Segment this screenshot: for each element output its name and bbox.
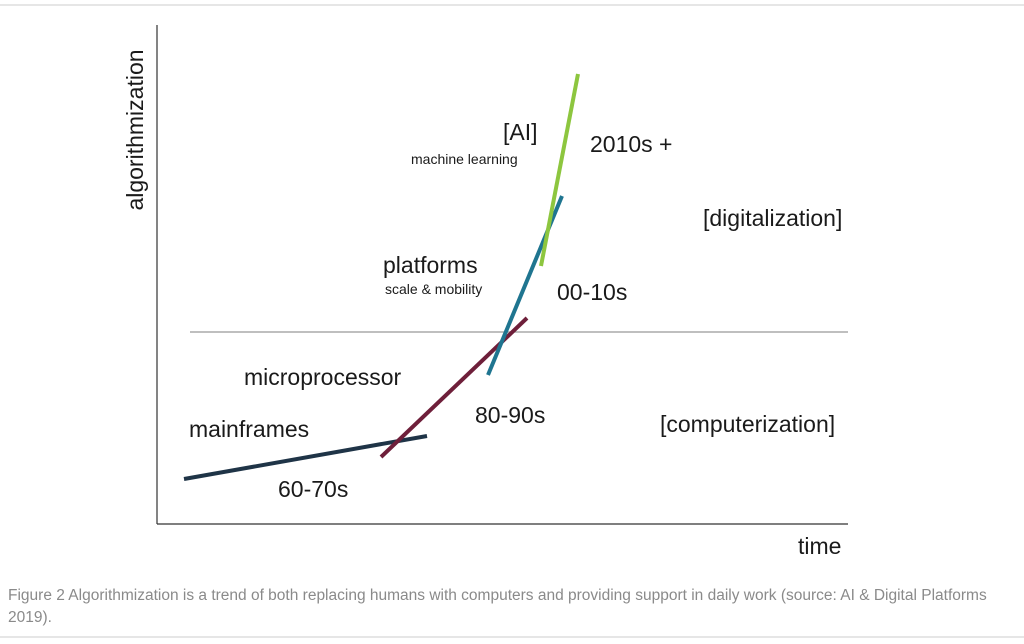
digitalization-label: [digitalization]: [703, 205, 842, 231]
platforms-label: platforms: [383, 252, 478, 278]
microprocessor-period: 80-90s: [475, 402, 545, 428]
ai-subtitle: machine learning: [411, 151, 518, 167]
mainframes-period: 60-70s: [278, 476, 348, 502]
y-axis-label: algorithmization: [122, 49, 148, 210]
algorithmization-diagram: algorithmization time [digitalization] […: [122, 25, 848, 559]
platforms-subtitle: scale & mobility: [385, 281, 482, 297]
figure-caption: Figure 2 Algorithmization is a trend of …: [8, 587, 987, 626]
x-axis-label: time: [798, 533, 841, 559]
mainframes-label: mainframes: [189, 416, 309, 442]
ai-period: 2010s +: [590, 131, 673, 157]
platforms-period: 00-10s: [557, 279, 627, 305]
ai-label: [AI]: [503, 119, 538, 145]
ai-line: [539, 73, 580, 267]
computerization-label: [computerization]: [660, 411, 835, 437]
top-divider: [0, 4, 1024, 6]
bottom-divider: [0, 636, 1024, 638]
mainframes-line: [183, 434, 428, 481]
microprocessor-label: microprocessor: [244, 364, 402, 390]
